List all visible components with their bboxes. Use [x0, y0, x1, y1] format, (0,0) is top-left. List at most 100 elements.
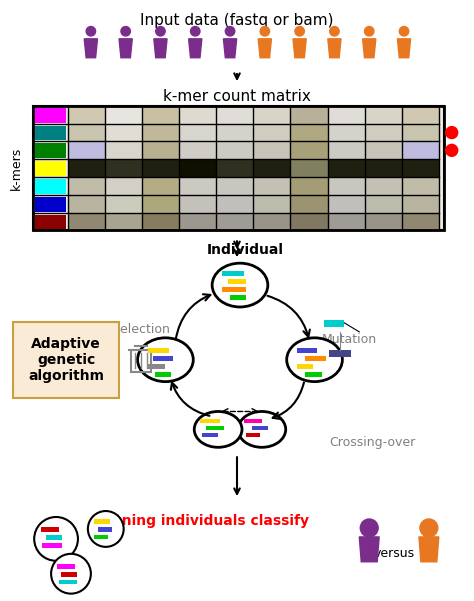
Text: Individual: Individual	[207, 243, 283, 257]
Bar	[254, 124, 291, 141]
Bar	[142, 195, 179, 213]
Bar	[291, 177, 328, 195]
Bar	[147, 348, 169, 353]
Ellipse shape	[88, 511, 124, 547]
Bar	[328, 177, 365, 195]
Text: Selection: Selection	[112, 323, 170, 337]
Bar	[216, 141, 254, 159]
Bar	[291, 141, 328, 159]
Bar	[402, 106, 439, 124]
Polygon shape	[84, 39, 98, 58]
Bar	[179, 159, 216, 177]
Polygon shape	[363, 39, 376, 58]
Bar	[206, 427, 224, 430]
Text: Crossing-over: Crossing-over	[329, 436, 416, 449]
Bar	[35, 126, 66, 141]
Bar	[179, 106, 216, 124]
Bar	[254, 106, 291, 124]
Bar	[246, 433, 260, 438]
Bar	[202, 433, 218, 438]
Polygon shape	[189, 39, 202, 58]
Bar	[142, 213, 179, 230]
Circle shape	[446, 127, 458, 139]
Bar	[105, 195, 142, 213]
Bar	[216, 195, 254, 213]
Bar	[365, 159, 402, 177]
Bar	[142, 159, 179, 177]
Bar	[252, 427, 268, 430]
Bar	[328, 141, 365, 159]
Bar	[98, 527, 112, 532]
Bar	[254, 195, 291, 213]
Text: k-mer count matrix: k-mer count matrix	[163, 89, 311, 104]
Bar	[61, 572, 77, 577]
Bar	[35, 144, 66, 158]
Polygon shape	[328, 39, 341, 58]
Circle shape	[191, 26, 200, 36]
Polygon shape	[223, 39, 237, 58]
Bar	[297, 348, 317, 353]
Circle shape	[446, 144, 458, 156]
Circle shape	[260, 26, 270, 36]
Bar	[105, 124, 142, 141]
Bar	[68, 177, 105, 195]
Bar	[365, 213, 402, 230]
Bar	[179, 177, 216, 195]
Bar	[41, 527, 59, 532]
Bar	[254, 177, 291, 195]
Circle shape	[365, 26, 374, 36]
Bar	[328, 159, 365, 177]
FancyBboxPatch shape	[33, 106, 444, 230]
Bar	[244, 419, 262, 424]
Ellipse shape	[212, 263, 268, 307]
Text: Winning individuals classify: Winning individuals classify	[91, 514, 309, 528]
Bar	[228, 279, 246, 284]
Bar	[35, 197, 66, 212]
Circle shape	[360, 519, 378, 537]
Bar	[222, 287, 246, 292]
Bar	[365, 124, 402, 141]
Bar	[329, 350, 351, 357]
FancyArrowPatch shape	[171, 382, 210, 416]
Bar	[291, 124, 328, 141]
Bar	[402, 124, 439, 141]
Bar	[105, 106, 142, 124]
Circle shape	[86, 26, 96, 36]
Text: Adaptive
genetic
algorithm: Adaptive genetic algorithm	[28, 337, 104, 383]
Polygon shape	[258, 39, 272, 58]
Circle shape	[399, 26, 409, 36]
Bar	[179, 141, 216, 159]
FancyArrowPatch shape	[273, 382, 304, 419]
Bar	[402, 177, 439, 195]
Polygon shape	[293, 39, 306, 58]
Bar	[68, 106, 105, 124]
FancyBboxPatch shape	[13, 322, 118, 397]
Circle shape	[121, 26, 130, 36]
Bar	[68, 213, 105, 230]
Bar	[154, 356, 173, 361]
Bar	[402, 213, 439, 230]
Ellipse shape	[238, 412, 286, 447]
Bar	[291, 159, 328, 177]
Bar	[365, 195, 402, 213]
Bar	[68, 141, 105, 159]
Bar	[216, 124, 254, 141]
Circle shape	[156, 26, 165, 36]
Bar	[402, 141, 439, 159]
Bar	[105, 159, 142, 177]
Bar	[325, 320, 345, 327]
Ellipse shape	[287, 338, 342, 382]
Text: k-mers: k-mers	[10, 147, 23, 190]
Bar	[105, 141, 142, 159]
Bar	[142, 141, 179, 159]
Bar	[68, 124, 105, 141]
Ellipse shape	[51, 554, 91, 594]
Bar	[179, 213, 216, 230]
Bar	[68, 159, 105, 177]
Bar	[328, 106, 365, 124]
Bar	[42, 543, 62, 548]
Bar	[179, 195, 216, 213]
Bar	[68, 195, 105, 213]
Bar	[216, 213, 254, 230]
Bar	[291, 106, 328, 124]
